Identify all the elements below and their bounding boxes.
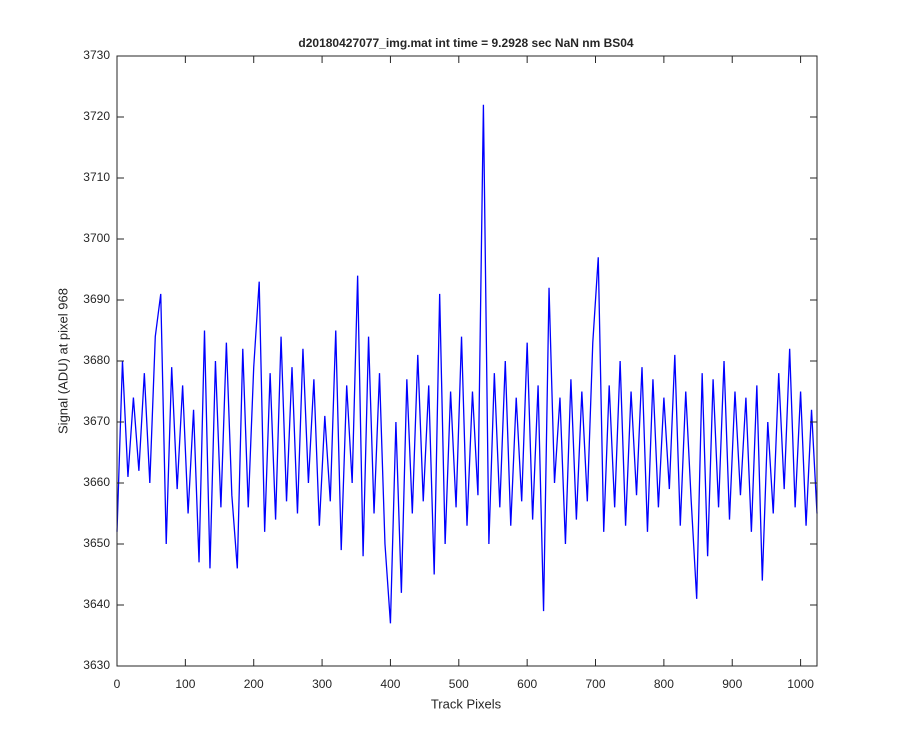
x-tick-label: 100 [175,677,195,691]
y-tick-label: 3690 [83,292,110,306]
x-tick-label: 400 [380,677,400,691]
y-tick-label: 3660 [83,475,110,489]
y-tick-label: 3630 [83,658,110,672]
y-axis-label: Signal (ADU) at pixel 968 [55,288,70,434]
x-tick-label: 200 [244,677,264,691]
x-tick-label: 600 [517,677,537,691]
y-tick-label: 3730 [83,48,110,62]
y-tick-label: 3720 [83,109,110,123]
y-tick-label: 3670 [83,414,110,428]
x-tick-label: 300 [312,677,332,691]
y-tick-label: 3680 [83,353,110,367]
y-tick-label: 3710 [83,170,110,184]
y-tick-label: 3650 [83,536,110,550]
data-line [116,104,818,624]
chart-title: d20180427077_img.mat int time = 9.2928 s… [298,36,634,50]
x-tick-label: 1000 [787,677,814,691]
x-tick-label: 500 [449,677,469,691]
x-tick-label: 700 [586,677,606,691]
x-axis-label: Track Pixels [431,696,502,711]
x-tick-label: 900 [722,677,742,691]
y-tick-label: 3640 [83,597,110,611]
x-tick-label: 0 [114,677,121,691]
x-tick-label: 800 [654,677,674,691]
y-tick-label: 3700 [83,231,110,245]
